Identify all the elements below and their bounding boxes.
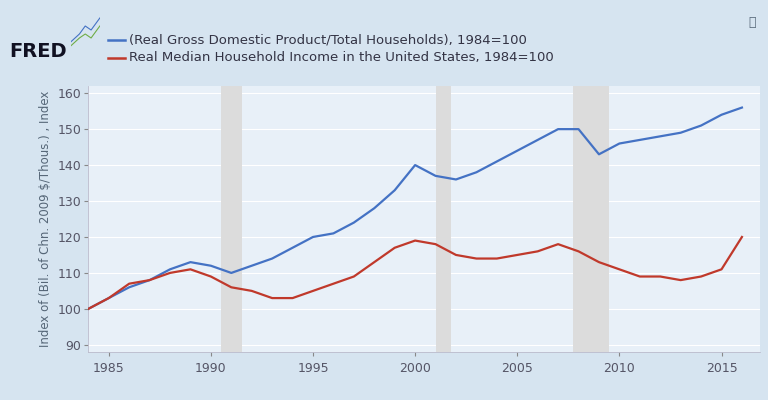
Bar: [221, 86, 241, 352]
Bar: [574, 86, 609, 352]
Bar: [435, 86, 451, 352]
Text: Real Median Household Income in the United States, 1984=100: Real Median Household Income in the Unit…: [129, 52, 554, 64]
Text: (Real Gross Domestic Product/Total Households), 1984=100: (Real Gross Domestic Product/Total House…: [129, 34, 527, 46]
Text: FRED: FRED: [9, 42, 67, 61]
Text: ⛶: ⛶: [748, 16, 756, 29]
Y-axis label: Index of (Bil. of Chn. 2009 $/Thous.) , Index: Index of (Bil. of Chn. 2009 $/Thous.) , …: [39, 91, 52, 347]
